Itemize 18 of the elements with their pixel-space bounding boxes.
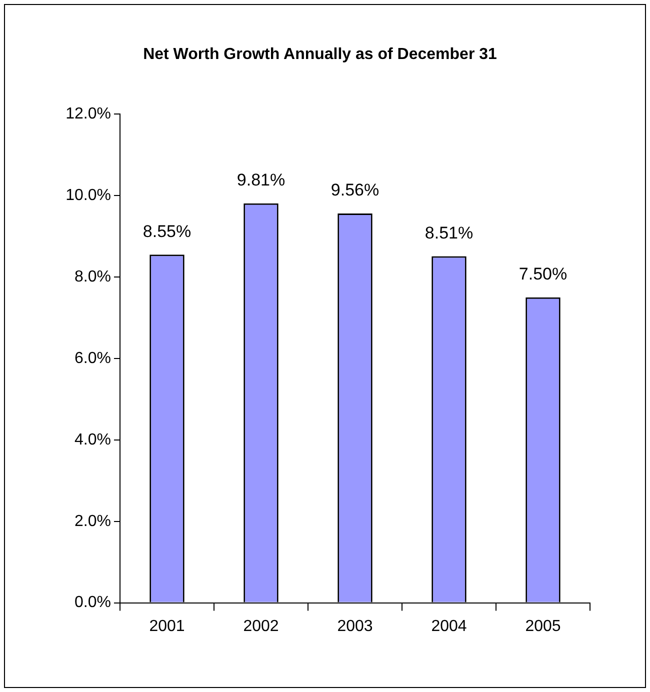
data-label: 8.51% — [424, 223, 474, 242]
data-label: 9.81% — [236, 170, 286, 190]
x-tick-label: 2004 — [431, 618, 467, 635]
data-label: 7.50% — [518, 264, 568, 284]
y-tick-label: 10.0% — [66, 187, 111, 204]
x-tick-label: 2001 — [149, 618, 185, 635]
data-label: 8.55% — [142, 222, 192, 241]
y-tick-label: 2.0% — [74, 512, 111, 530]
x-tick-label: 2002 — [243, 618, 279, 635]
x-tick-label: 2005 — [525, 618, 561, 635]
y-tick-label: 0.0% — [74, 594, 111, 612]
chart-title: Net Worth Growth Annually as of December 31 — [143, 46, 498, 64]
y-tick-label: 6.0% — [74, 350, 111, 367]
y-tick-label: 12.0% — [66, 106, 111, 123]
y-tick-label: 4.0% — [74, 431, 111, 448]
data-label: 9.56% — [330, 180, 380, 200]
y-tick-label: 8.0% — [74, 268, 111, 286]
x-tick-label: 2003 — [337, 618, 373, 635]
